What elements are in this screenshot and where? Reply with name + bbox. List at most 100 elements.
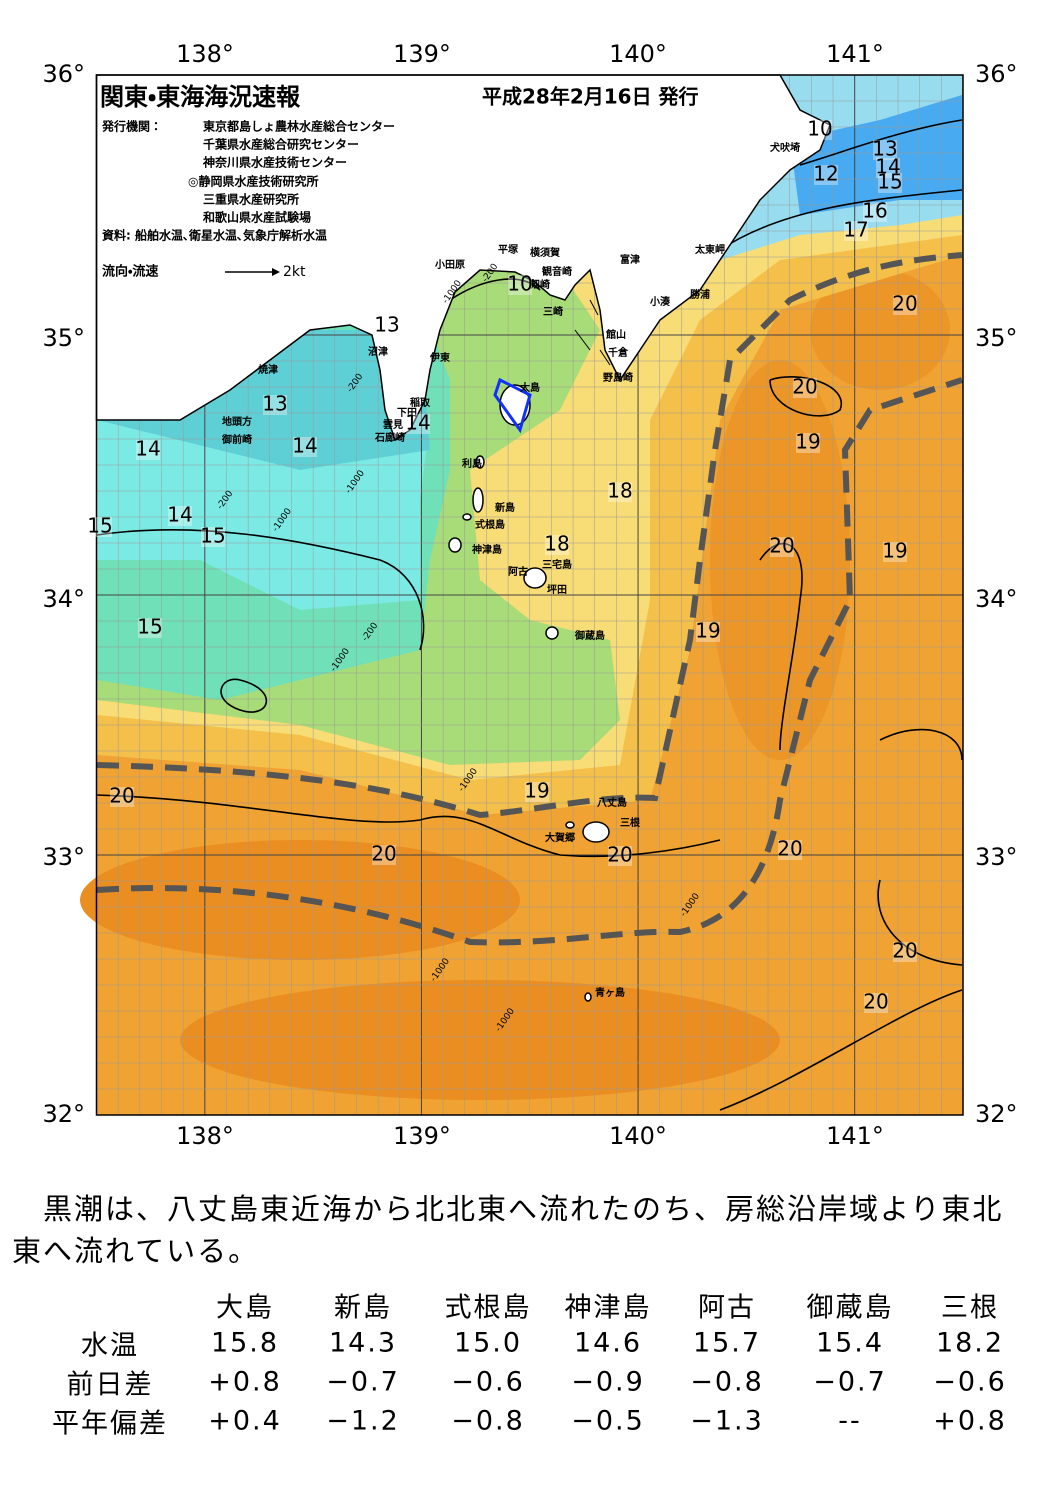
isotherm-label: 19 [524,779,549,803]
isotherm-label-bg [201,527,225,547]
publisher: 和歌山県水産試験場 [202,210,311,225]
isotherm-label-bg [793,378,817,398]
map: 関東・東海海況速報 平成28年2月16日 発行 発行機関： 資料: 船舶水温､衛… [42,40,1018,1150]
publisher: 千葉県水産総合研究センター [203,137,359,152]
isotherm-label-bg [878,173,902,193]
row-label: 平年偏差 [52,1408,168,1440]
isotherm-label-bg [406,414,430,434]
isotherm-label: 20 [892,939,917,963]
isotherm-label-bg [525,782,549,802]
place-name: 富津 [620,253,640,266]
isotherm [96,528,425,651]
column-header: 式根島 [444,1292,532,1324]
place-name: 大島 [520,381,540,394]
longitude-label: 138° [176,1122,234,1150]
isotherm-label: 18 [607,479,632,503]
isotherm-label-bg [873,140,897,160]
place-name: 三崎 [543,305,563,318]
isotherm-label-bg [88,517,112,537]
publisher: ◎静岡県水産技術研究所 [188,174,318,189]
table-cell: −1.3 [690,1405,764,1437]
isotherm-label: 19 [882,539,907,563]
isotherm [877,879,963,966]
table-cell: −0.6 [451,1366,525,1398]
isotherm-label: 17 [843,218,868,242]
place-name: 御前崎 [221,433,252,446]
column-header: 三根 [941,1292,999,1324]
latitude-label: 33° [42,843,85,871]
isotherm-label: 10 [807,117,832,141]
table-cell: 15.8 [210,1327,280,1359]
place-name: 犬吠埼 [770,141,800,154]
isotherm-label: 20 [607,843,632,867]
isotherm-label: 15 [137,615,162,639]
place-name: 阿古 [508,565,528,578]
latitude-label: 33° [975,843,1018,871]
table-cell: −0.7 [326,1366,400,1398]
isotherm-label-bg [876,158,900,178]
table-cell: +0.8 [933,1405,1007,1437]
isotherm-label-bg [808,120,832,140]
island [523,567,547,589]
summary: 黒潮は、八丈島東近海から北北東へ流れたのち、房総沿岸域より東北東へ流れている。 [12,1192,1004,1268]
table-cell: 15.4 [815,1327,885,1359]
isotherm-label-bg [293,437,317,457]
source: 資料: 船舶水温､衛星水温､気象庁解析水温 [102,228,327,243]
table-cell: -- [838,1405,862,1437]
current-arrow [599,349,611,366]
longitude-label: 140° [609,40,667,68]
place-name: 小湊 [649,295,671,308]
island [584,992,592,1002]
island [582,821,610,843]
latitude-label: 34° [42,585,85,613]
isotherm-label-bg [375,316,399,336]
longitude-label: 141° [826,40,884,68]
latitude-label: 35° [42,324,85,352]
isotherm-label-bg [883,542,907,562]
isotherm-label: 14 [405,411,430,435]
isotherm-label: 19 [795,430,820,454]
publisher: 東京都島しょ農林水産総合センター [203,119,395,134]
place-name: 伊東 [429,351,450,364]
place-name: 大賀郷 [545,831,575,844]
place-name: 太東岬 [694,243,725,256]
place-name: 新島 [494,501,515,514]
isotherm [759,542,803,751]
column-header: 大島 [216,1292,274,1324]
place-name: 青ヶ島 [595,986,625,999]
island [475,455,485,469]
table-cell: 14.3 [328,1327,398,1359]
isotherm-label: 12 [813,162,838,186]
isotherm-label-bg [372,845,396,865]
island [448,537,462,553]
isotherm-label: 15 [87,514,112,538]
place-name: 式根島 [475,518,505,531]
isotherm-label-bg [608,482,632,502]
island [565,821,575,829]
kuroshio-axis [96,377,963,946]
isotherm-label: 13 [374,313,399,337]
isotherm [719,989,963,1111]
isotherm-label-bg [608,846,632,866]
isotherm-label: 13 [872,137,897,161]
latitude-label: 36° [42,60,85,88]
isotherm-label: 16 [862,199,887,223]
table-cell: 18.2 [935,1327,1005,1359]
place-name: 小田原 [434,258,465,271]
kuroshio [96,252,963,946]
table-cell: −1.2 [326,1405,400,1437]
column-header: 阿古 [698,1292,756,1324]
place-name: 沼津 [368,345,388,358]
legend-unit: 2kt [283,264,306,280]
place-name: 三宅島 [542,558,572,571]
isotherm-label-bg [814,165,838,185]
isotherm-label: 20 [109,784,134,808]
isotherm-label-bg [893,295,917,315]
place-name: 八丈島 [597,796,627,809]
isotherm-label: 14 [167,503,192,527]
place-name: 神津島 [471,543,502,556]
isotherm-label-bg [138,618,162,638]
isotherm-label-bg [136,440,160,460]
isotherm-label: 20 [863,990,888,1014]
